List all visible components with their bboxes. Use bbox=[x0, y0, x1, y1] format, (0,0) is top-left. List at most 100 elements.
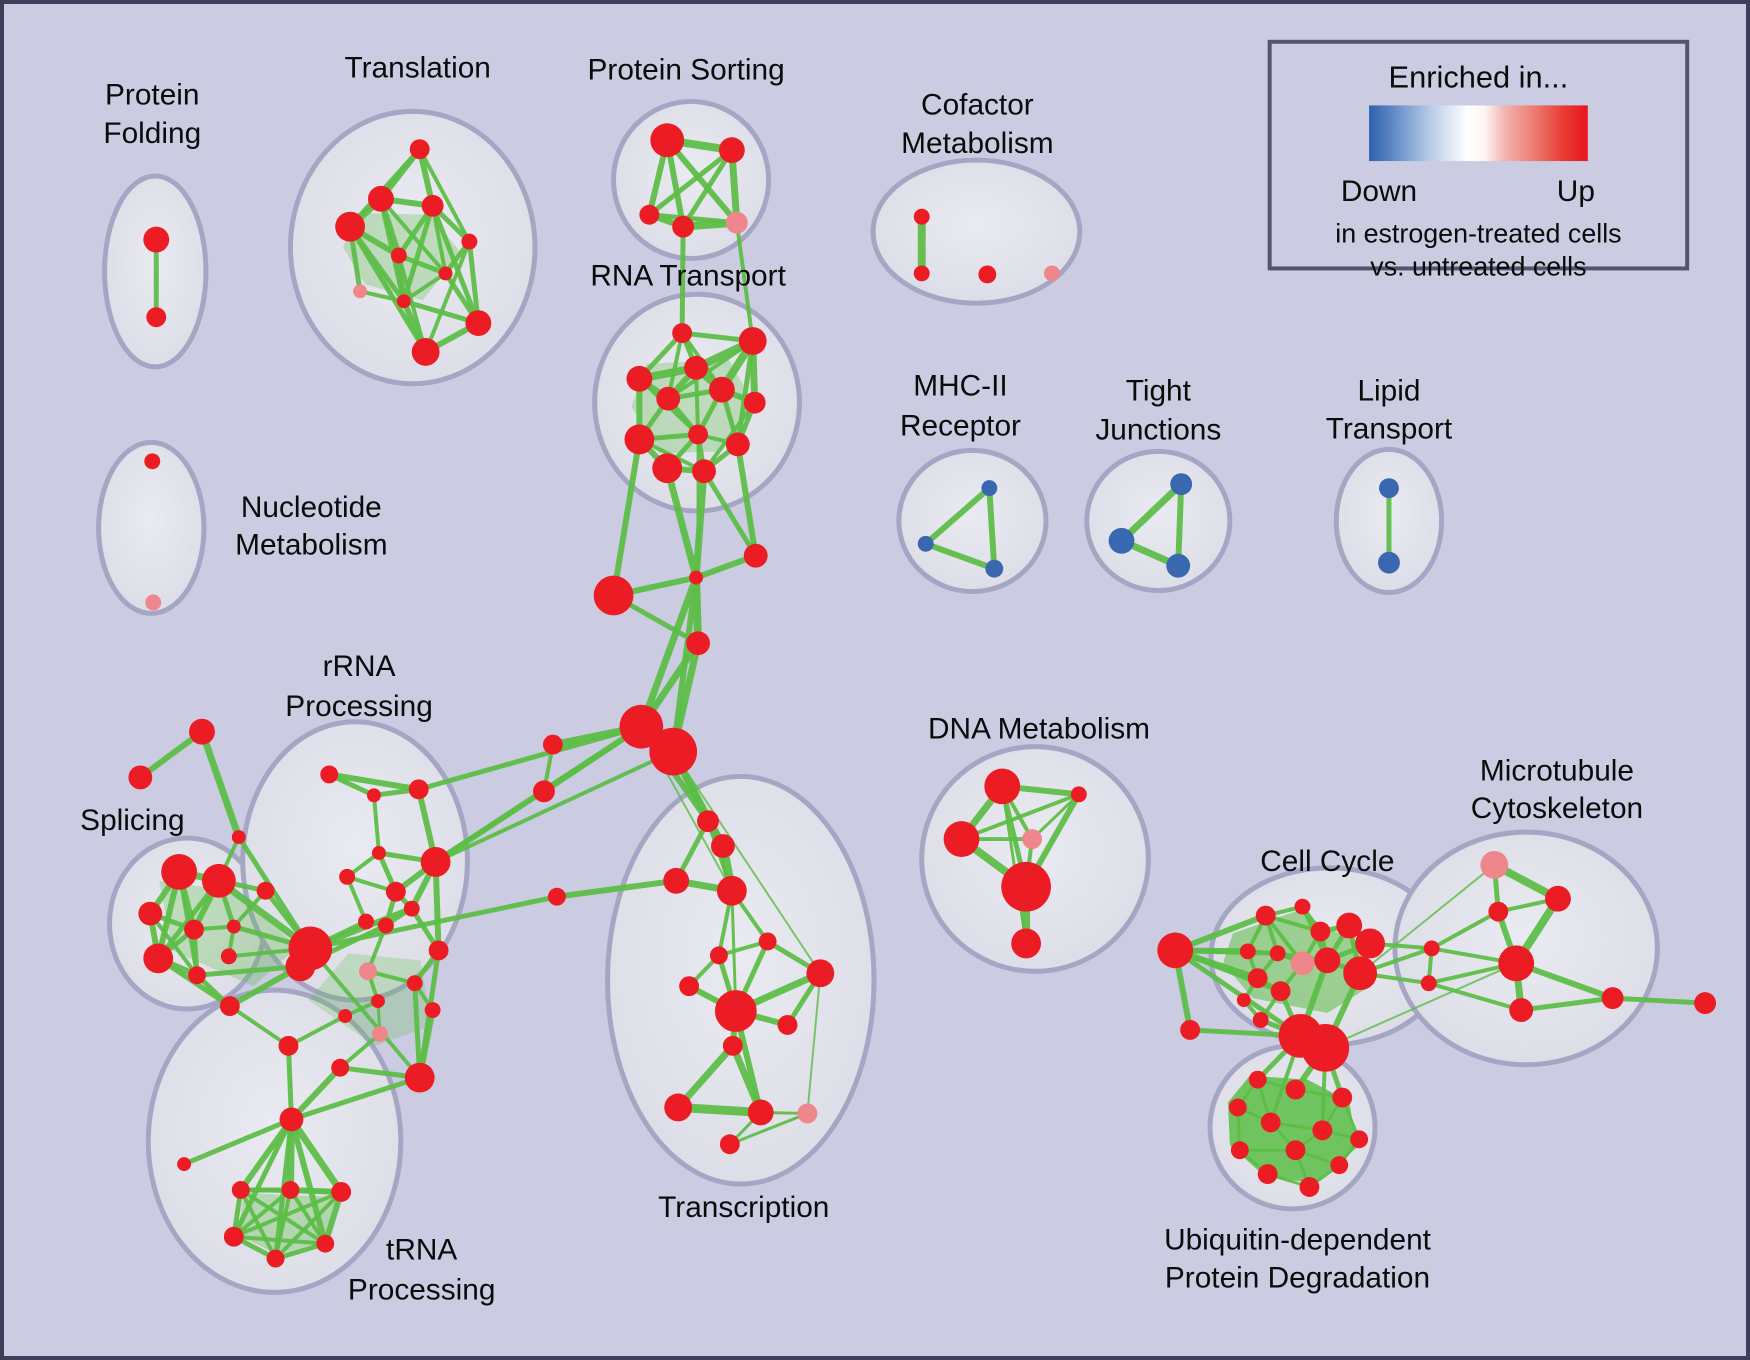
gene-set-node-ps1 bbox=[718, 137, 745, 164]
cluster-label-nucleotide-metabolism-line1: Nucleotide bbox=[241, 491, 382, 524]
cluster-label-cell-cycle-line1: Cell Cycle bbox=[1260, 845, 1394, 878]
gene-set-node-l1 bbox=[1378, 551, 1400, 574]
edge-rr15-rr18 bbox=[286, 1014, 348, 1048]
gene-set-node-cc7 bbox=[1290, 951, 1315, 976]
gene-set-node-rr12 bbox=[406, 975, 423, 992]
gene-set-node-hubR2 bbox=[285, 951, 316, 982]
gene-set-node-tc7 bbox=[679, 976, 700, 997]
legend: Enriched in... Down Up in estrogen-treated … bbox=[1267, 39, 1690, 281]
edge-dm1-dm2 bbox=[959, 792, 1081, 842]
cluster-label-ubiquitin-degradation-line2: Protein Degradation bbox=[1165, 1261, 1430, 1294]
edge-m0-m1 bbox=[922, 485, 993, 547]
gene-set-node-ub1 bbox=[1285, 1079, 1306, 1100]
gene-set-node-ub8 bbox=[1285, 1140, 1306, 1161]
cluster-labels: Protein Folding Translation Protein Sorting… bbox=[80, 52, 1643, 1307]
gene-set-node-tc12 bbox=[664, 1093, 693, 1122]
edge-tnH-tn4 bbox=[231, 1116, 294, 1240]
gene-set-node-dm4 bbox=[1001, 861, 1051, 912]
network-svg: Protein Folding Translation Protein Sorting… bbox=[80, 39, 1717, 1307]
edge-rt1-rt4 bbox=[666, 339, 755, 401]
edge-rt10-cn0 bbox=[663, 464, 700, 582]
gene-set-node-tr5 bbox=[461, 233, 478, 250]
gene-set-node-cn5 bbox=[533, 780, 555, 803]
edge-tr2-tr10 bbox=[347, 224, 429, 355]
gene-set-node-rt7 bbox=[688, 424, 708, 445]
gene-set-node-t0 bbox=[1170, 473, 1193, 496]
gene-set-node-tr3 bbox=[421, 194, 444, 217]
edge-tn2-tn4 bbox=[231, 1187, 293, 1239]
gene-set-node-mt1 bbox=[1545, 885, 1571, 912]
cluster-label-protein-folding-line1: Protein bbox=[105, 78, 199, 111]
gene-set-node-rt10 bbox=[652, 453, 683, 484]
edge-tn1-tn6 bbox=[238, 1187, 278, 1261]
gene-set-node-t2 bbox=[1166, 553, 1191, 578]
edge-cn5-rr6 bbox=[433, 789, 546, 864]
gene-set-node-tr8 bbox=[396, 294, 411, 309]
cluster-label-microtubule-cytoskeleton-line1: Microtubule bbox=[1480, 754, 1634, 787]
cluster-label-translation-line1: Translation bbox=[345, 52, 491, 85]
edge-ps4-rt1 bbox=[734, 220, 755, 343]
gene-set-node-dm0 bbox=[984, 768, 1021, 805]
cluster-label-trna-processing-line2: Processing bbox=[348, 1273, 495, 1306]
gene-set-node-pf1 bbox=[146, 307, 167, 328]
edge-tr5-tr9 bbox=[466, 239, 481, 326]
gene-set-node-sp3 bbox=[161, 853, 198, 890]
gene-set-node-rr7 bbox=[358, 913, 374, 930]
gene-set-node-rt11 bbox=[692, 459, 716, 484]
edge-rt8-cn2 bbox=[610, 436, 643, 599]
edge-cn0-hubA bbox=[637, 574, 700, 731]
gene-set-node-cc9 bbox=[1343, 956, 1378, 991]
edge-hubB-rr6 bbox=[433, 749, 676, 864]
edge-sp10-hubR2 bbox=[194, 963, 303, 978]
gene-set-node-hubA bbox=[619, 704, 664, 749]
edge-rr12-rr10 bbox=[412, 980, 423, 1081]
edge-tnH-tn3 bbox=[287, 1115, 345, 1196]
cluster-ellipse-dna-metabolism bbox=[919, 744, 1151, 974]
cluster-label-cofactor-metabolism-line1: Cofactor bbox=[921, 88, 1034, 121]
gene-set-node-tn0 bbox=[177, 1157, 192, 1172]
gene-set-node-cc12 bbox=[1236, 993, 1251, 1008]
gene-set-node-tr7 bbox=[353, 284, 368, 299]
edge-tc14-tc15 bbox=[728, 1111, 809, 1146]
gene-set-node-sp5 bbox=[138, 901, 163, 926]
edge-mat-rrna-mat bbox=[308, 953, 431, 1046]
cluster-label-lipid-transport-line1: Lipid bbox=[1357, 375, 1420, 408]
gene-set-node-bg1 bbox=[1423, 940, 1440, 957]
gene-set-node-t1 bbox=[1108, 527, 1135, 554]
gene-set-node-sp4 bbox=[201, 863, 236, 898]
edge-rr1-rr3 bbox=[371, 793, 381, 855]
cluster-label-rrna-processing-line1: rRNA bbox=[323, 650, 396, 683]
gene-set-node-sp12 bbox=[219, 996, 240, 1017]
gene-set-node-cc2 bbox=[1310, 921, 1331, 942]
edge-bg1-mt2 bbox=[1429, 909, 1501, 951]
gene-set-node-ps3 bbox=[672, 215, 695, 238]
gene-set-node-tn6 bbox=[266, 1249, 285, 1268]
edge-tr0-tr5 bbox=[417, 147, 472, 244]
gene-set-node-rt5 bbox=[708, 376, 735, 403]
cluster-label-transcription-line1: Transcription bbox=[658, 1191, 829, 1224]
gene-set-node-rt1 bbox=[738, 327, 767, 355]
gene-set-node-rr3 bbox=[371, 846, 386, 860]
gene-set-node-rr15 bbox=[338, 1009, 353, 1023]
gene-set-node-ub10 bbox=[1257, 1164, 1278, 1185]
edge-rr4-rr7 bbox=[345, 874, 369, 924]
gene-set-node-tc2 bbox=[663, 867, 690, 894]
gene-set-node-tc11 bbox=[722, 1035, 743, 1056]
gene-set-node-cn2 bbox=[593, 575, 634, 616]
edge-sp0-sp2 bbox=[198, 728, 243, 841]
gene-set-node-rr8 bbox=[377, 917, 394, 934]
gene-set-node-rr0 bbox=[320, 765, 339, 784]
edge-tn4-tn5 bbox=[231, 1234, 328, 1246]
gene-set-node-sp8 bbox=[256, 881, 275, 900]
gene-set-node-sp9 bbox=[143, 943, 174, 974]
edge-ps1-ps3 bbox=[680, 147, 735, 230]
edge-tr8-tr9 bbox=[401, 298, 481, 326]
gene-set-node-rr2 bbox=[408, 779, 429, 800]
gene-set-node-tc3 bbox=[716, 875, 747, 906]
gene-set-node-tr2 bbox=[335, 211, 366, 242]
gene-set-node-ccH2 bbox=[1301, 1023, 1350, 1072]
cluster-label-protein-sorting-line1: Protein Sorting bbox=[588, 54, 785, 87]
gene-set-node-rr17 bbox=[331, 1058, 350, 1077]
edge-tc8-tc14 bbox=[806, 972, 822, 1115]
